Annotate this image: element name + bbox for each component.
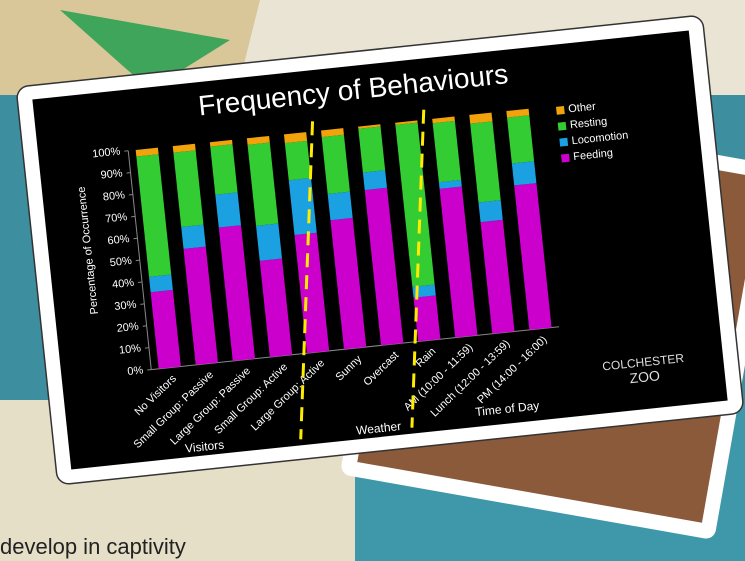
legend-swatch <box>559 138 568 147</box>
y-tick-label: 20% <box>116 321 139 335</box>
logo: ZOO <box>629 367 661 386</box>
y-tick-label: 50% <box>109 255 132 269</box>
legend-swatch <box>556 106 565 115</box>
legend-swatch <box>561 154 570 163</box>
bar-segment <box>478 200 502 222</box>
bar-segment <box>358 126 385 172</box>
y-tick-label: 60% <box>107 233 130 247</box>
bar-segment <box>512 161 537 185</box>
y-tick-label: 90% <box>100 167 123 181</box>
bar-segment <box>285 141 311 181</box>
legend-swatch <box>558 122 567 131</box>
y-tick-label: 80% <box>102 189 125 203</box>
y-tick-label: 70% <box>105 211 128 225</box>
bar-segment <box>363 170 387 190</box>
bar-segment <box>181 225 206 249</box>
slide-text: develop in captivity <box>0 534 186 559</box>
y-tick-label: 40% <box>112 277 135 291</box>
bar-segment <box>149 275 173 293</box>
chart-card: Frequency of Behaviours Percentage of Oc… <box>16 15 744 485</box>
y-tick-label: 10% <box>118 342 141 356</box>
y-tick-label: 30% <box>114 299 137 313</box>
bar-segment <box>414 295 441 341</box>
slide: develop in captivity Frequency of Behavi… <box>0 0 745 561</box>
bar-segment <box>328 192 353 221</box>
bar-segment <box>215 192 241 227</box>
bar-segment <box>256 223 282 260</box>
y-tick-label: 0% <box>127 364 144 378</box>
